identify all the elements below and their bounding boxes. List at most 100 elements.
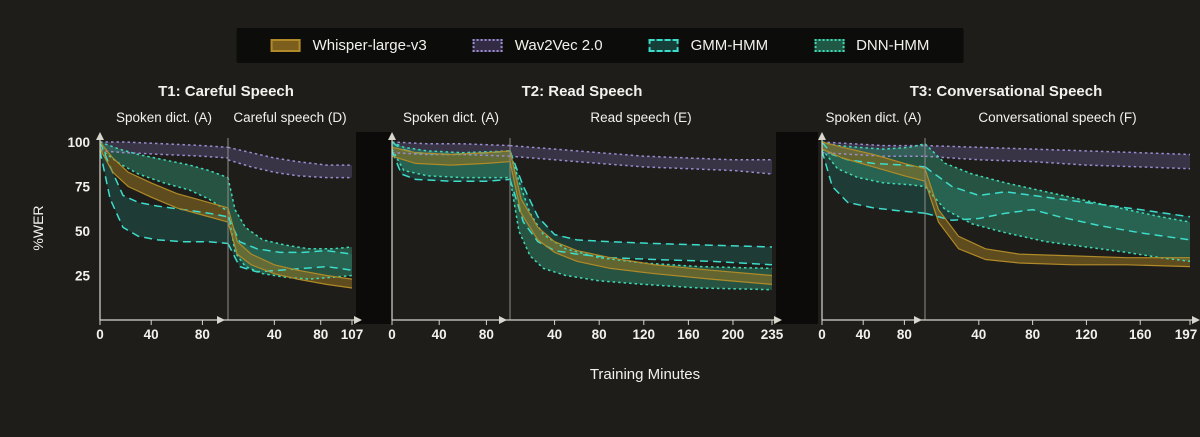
axis-arrow-up-icon (96, 132, 104, 140)
line-dnn-a-hi (99, 141, 229, 179)
panel-t1: 0 40 80 40 80 107 25 50 75 100 T1: Careful Speech S… (67, 83, 363, 342)
x-tick-label: 80 (1025, 327, 1040, 342)
line-dnn-a-lo (821, 148, 926, 188)
legend: Whisper-large-v3 Wav2Vec 2.0 GMM-HMM DNN-HM… (236, 28, 964, 63)
line-dnn-b-lo (924, 186, 1191, 263)
segment-b-label: Conversational speech (F) (978, 110, 1136, 125)
axis-arrow-right-icon (354, 316, 362, 324)
band-gmm-a-fill (100, 142, 228, 244)
band-dnn-b-fill (228, 177, 352, 280)
x-tick-label: 0 (96, 327, 104, 342)
x-axis-label: Training Minutes (589, 366, 701, 383)
legend-label-dnn: DNN-HMM (856, 37, 930, 54)
x-tick-label: 40 (432, 327, 447, 342)
line-gmm-b-hi (227, 216, 353, 255)
panel-title: T1: Careful Speech (158, 83, 294, 100)
line-gmm-b-lo (509, 179, 773, 266)
band-wav2vec-b-fill (228, 147, 352, 178)
y-tick-label: 25 (75, 269, 91, 284)
panel-title: T3: Conversational Speech (910, 83, 1103, 100)
band-whisper-a-fill (822, 142, 925, 182)
line-whisper-b-lo (227, 221, 353, 289)
legend-item-wav2vec: Wav2Vec 2.0 (472, 37, 603, 54)
line-dnn-b-hi (924, 143, 1191, 223)
line-wav2vec-a-hi (100, 141, 229, 149)
band-wav2vec-a-fill (100, 142, 228, 158)
line-whisper-a-hi (821, 141, 926, 170)
y-tick-label: 100 (67, 135, 90, 150)
line-dnn-b-lo (509, 177, 773, 291)
line-gmm-b-lo (227, 243, 353, 273)
panel-t2: 0 40 80 40 80 120 160 200 235 T2: Read Speech Spok… (388, 83, 784, 342)
x-tick-label: 107 (341, 327, 364, 342)
panel-t3: 0 40 80 40 80 120 160 197 T3: Conversational Spe… (818, 83, 1200, 342)
line-whisper-a-lo (821, 148, 926, 182)
band-whisper-a-fill (392, 147, 510, 166)
line-gmm-b-lo (924, 208, 1191, 241)
segment-a-label: Spoken dict. (A) (116, 110, 212, 125)
line-whisper-b-hi (924, 168, 1190, 259)
x-tick-label: 40 (971, 327, 986, 342)
segment-a-label: Spoken dict. (A) (403, 110, 499, 125)
line-gmm-a-lo (821, 150, 926, 214)
x-tick-label: 40 (856, 327, 871, 342)
line-whisper-b-lo (924, 181, 1191, 268)
line-wav2vec-a-lo (99, 150, 229, 159)
axis-arrow-right-icon (1192, 316, 1200, 324)
axis-arrow-right-icon (217, 316, 225, 324)
line-wav2vec-b-lo (227, 159, 352, 179)
x-tick-label: 80 (479, 327, 494, 342)
line-whisper-a-hi (99, 141, 229, 209)
band-wav2vec-b-fill (925, 145, 1190, 169)
axis-arrow-right-icon (914, 316, 922, 324)
panel-gap (356, 132, 392, 324)
line-whisper-b-hi (227, 207, 353, 280)
legend-swatch-whisper-icon (270, 39, 301, 52)
segment-b-label: Read speech (E) (590, 110, 691, 125)
line-wav2vec-a-lo (391, 151, 511, 157)
line-dnn-b-lo (227, 211, 353, 280)
x-tick-label: 40 (267, 327, 282, 342)
line-wav2vec-a-lo (821, 151, 925, 157)
legend-label-gmm: GMM-HMM (690, 37, 769, 54)
band-whisper-a-fill (100, 142, 228, 223)
x-tick-label: 200 (722, 327, 745, 342)
line-whisper-a-lo (391, 155, 511, 166)
segment-a-label: Spoken dict. (A) (825, 110, 921, 125)
legend-label-whisper: Whisper-large-v3 (312, 37, 427, 54)
x-tick-label: 80 (897, 327, 912, 342)
x-tick-label: 80 (195, 327, 210, 342)
band-dnn-a-fill (100, 142, 228, 212)
x-tick-label: 160 (677, 327, 700, 342)
x-tick-label: 80 (592, 327, 607, 342)
x-tick-label: 40 (547, 327, 562, 342)
band-dnn-b-fill (925, 143, 1190, 262)
axis-arrow-right-icon (499, 316, 507, 324)
y-tick-label: 50 (75, 224, 90, 239)
line-wav2vec-b-hi (509, 144, 772, 161)
line-wav2vec-a-hi (821, 141, 925, 147)
line-wav2vec-b-lo (509, 155, 773, 175)
x-tick-label: 235 (761, 327, 784, 342)
panel-title: T2: Read Speech (522, 83, 643, 100)
line-dnn-b-hi (509, 150, 773, 270)
legend-swatch-dnn-icon (814, 39, 845, 52)
axis-arrow-up-icon (388, 132, 396, 140)
line-wav2vec-a-hi (391, 141, 511, 147)
line-dnn-a-lo (391, 148, 510, 179)
line-gmm-a-lo (99, 150, 229, 245)
line-whisper-a-lo (99, 148, 229, 223)
legend-item-dnn: DNN-HMM (814, 37, 929, 54)
line-wav2vec-b-hi (924, 144, 1191, 156)
x-tick-label: 80 (313, 327, 328, 342)
line-gmm-b-hi (509, 150, 773, 248)
x-tick-label: 0 (818, 327, 826, 342)
band-wav2vec-b-fill (510, 145, 772, 174)
y-tick-label: 75 (75, 180, 91, 195)
axis-arrow-right-icon (774, 316, 782, 324)
x-tick-label: 40 (144, 327, 159, 342)
segment-b-label: Careful speech (D) (233, 110, 346, 125)
legend-label-wav2vec: Wav2Vec 2.0 (514, 37, 603, 54)
